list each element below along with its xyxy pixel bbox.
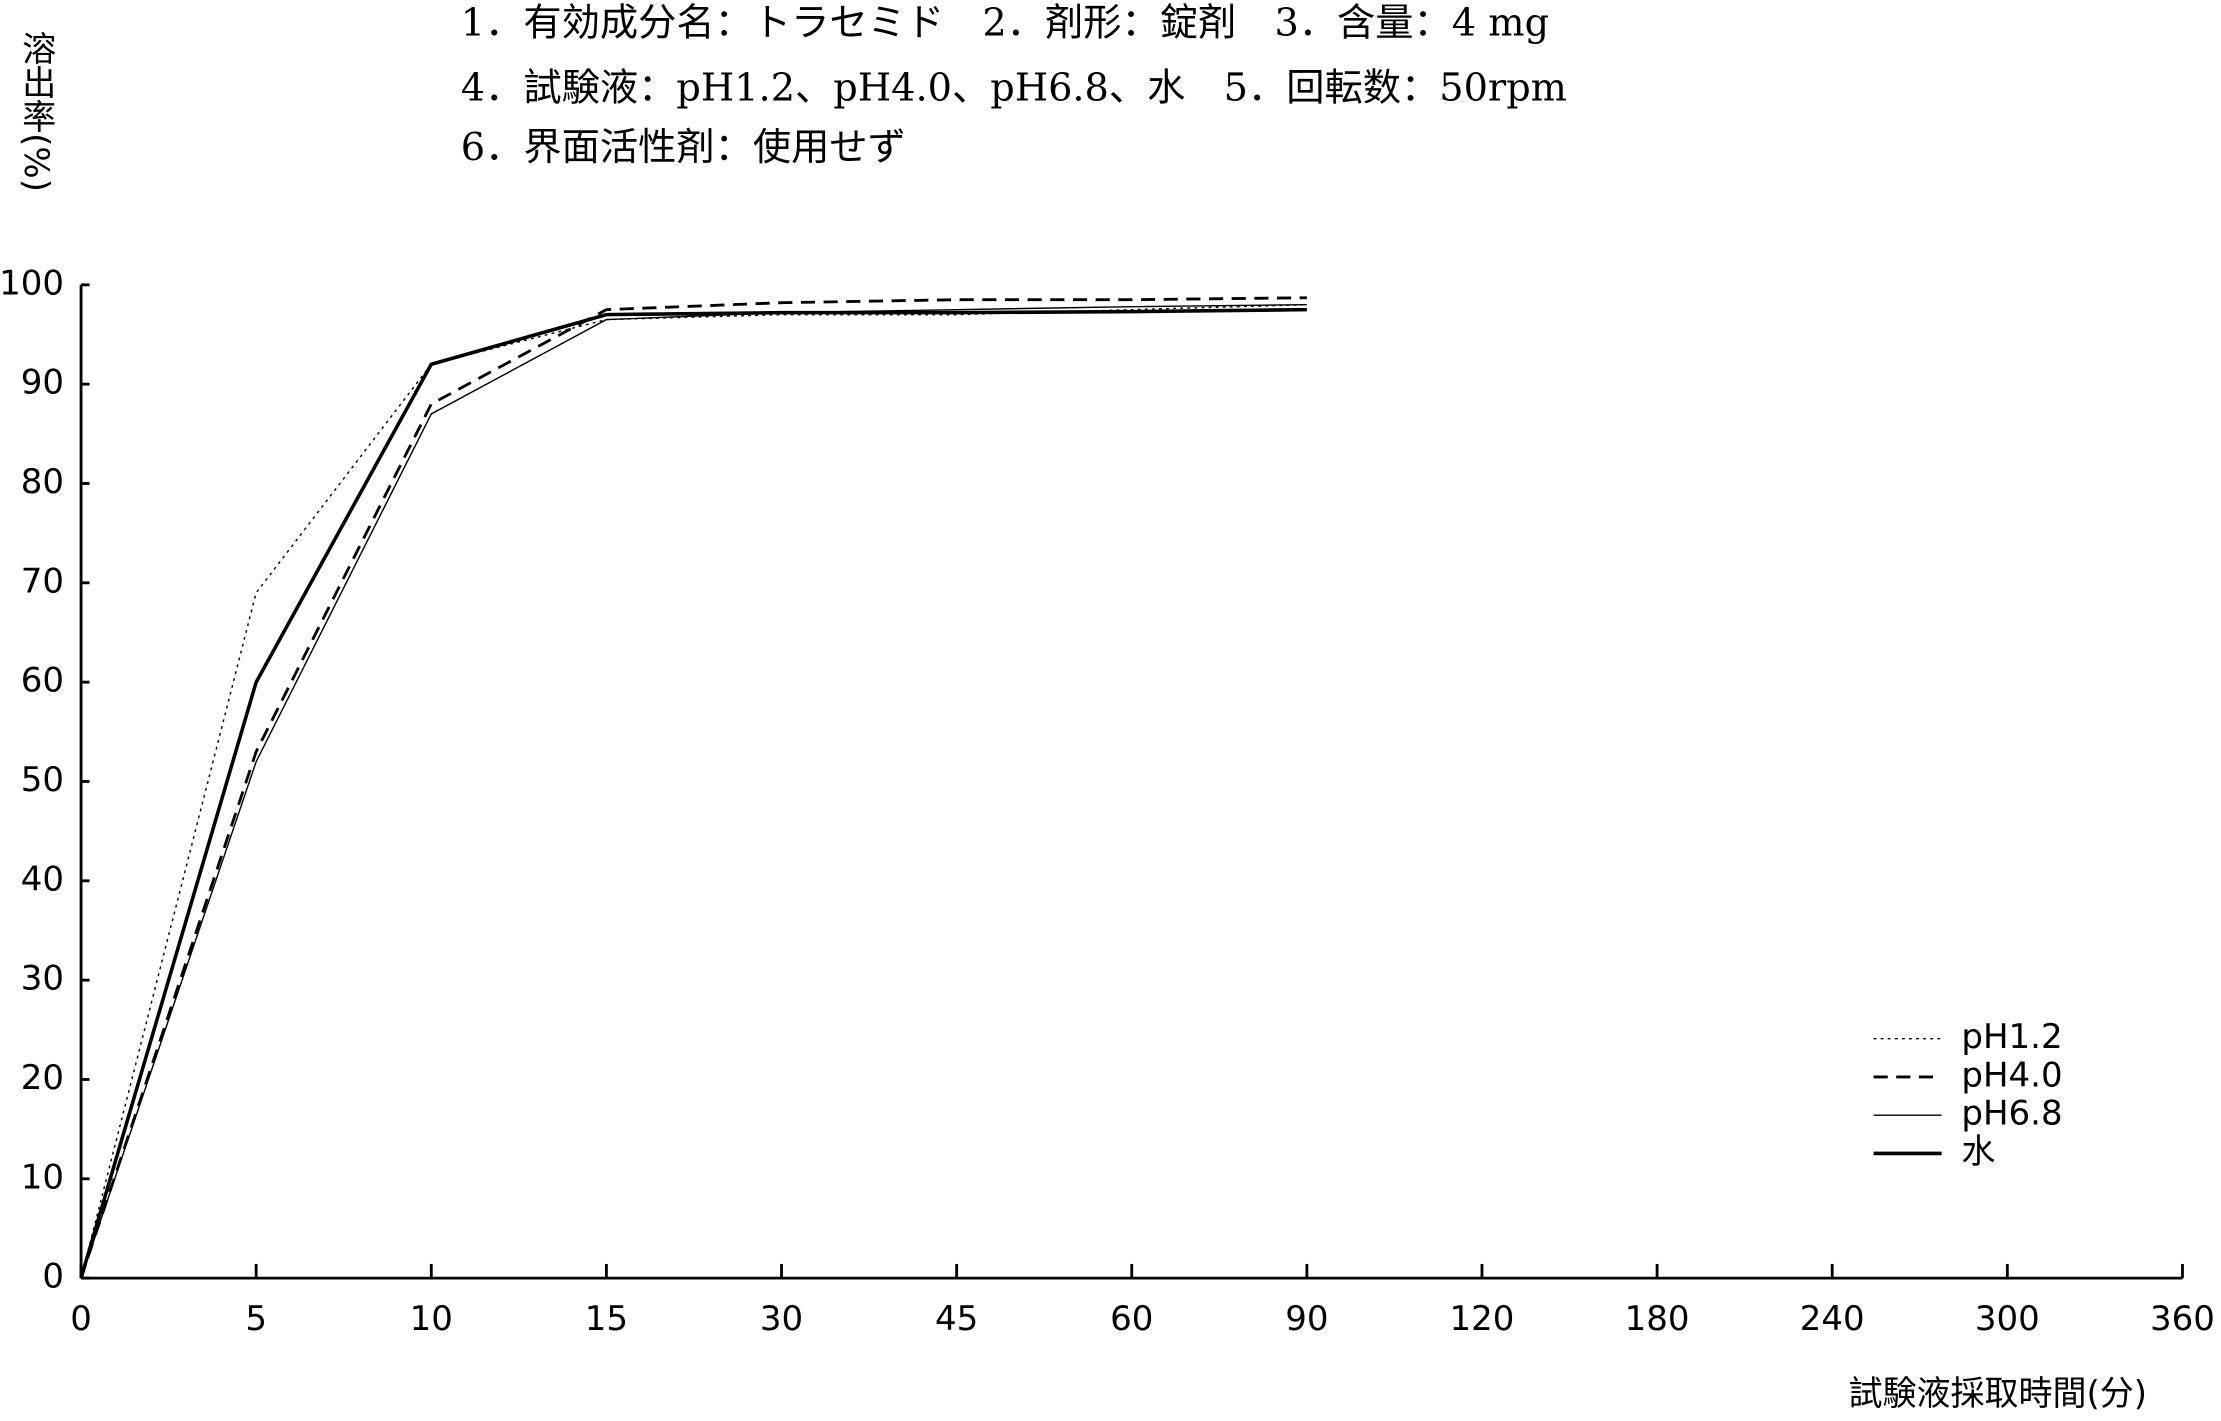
y-tick-label: 70	[21, 561, 64, 601]
annotation: 4．試験液：pH1.2、pH4.0、pH6.8、水 5．回転数：50rpm	[461, 66, 1567, 111]
x-tick-label: 300	[1975, 1299, 2040, 1339]
x-tick-label: 90	[1285, 1299, 1328, 1339]
y-tick-label: 80	[21, 462, 64, 502]
series-line	[79, 307, 1307, 1279]
x-axis-label: 試験液採取時間(分)	[1849, 1374, 2148, 1414]
x-tick-label: 360	[2150, 1299, 2215, 1339]
x-tick-label: 180	[1625, 1299, 1690, 1339]
annotation: 6．界面活性剤：使用せず	[461, 125, 906, 170]
series-line	[79, 296, 1307, 1279]
legend-label: pH1.2	[1961, 1017, 2062, 1057]
x-tick-label: 15	[585, 1299, 628, 1339]
x-tick-label: 0	[70, 1299, 92, 1339]
y-axis-label: 溶出率(%)	[16, 31, 56, 192]
y-tick-label: 40	[21, 859, 64, 899]
legend-label: pH6.8	[1961, 1094, 2062, 1134]
y-tick-label: 0	[42, 1257, 64, 1297]
y-tick-label: 10	[21, 1157, 64, 1197]
series-line	[80, 303, 1307, 1279]
y-tick-label: 50	[21, 760, 64, 800]
x-tick-label: 240	[1800, 1299, 1865, 1339]
y-tick-label: 100	[0, 263, 64, 303]
x-tick-label: 10	[410, 1299, 453, 1339]
x-tick-label: 30	[760, 1299, 803, 1339]
x-tick-label: 5	[245, 1299, 267, 1339]
y-tick-label: 20	[21, 1058, 64, 1098]
legend-label: 水	[1961, 1132, 1995, 1172]
legend-label: pH4.0	[1961, 1055, 2062, 1095]
x-tick-label: 120	[1450, 1299, 1515, 1339]
series-line	[80, 303, 1307, 1279]
y-tick-label: 60	[21, 661, 64, 701]
x-tick-label: 60	[1110, 1299, 1153, 1339]
y-tick-label: 30	[21, 959, 64, 999]
y-tick-label: 90	[21, 363, 64, 403]
x-tick-label: 45	[935, 1299, 978, 1339]
annotation: 1．有効成分名：トラセミド 2．剤形：錠剤 3．含量：4 mg	[461, 1, 1549, 46]
